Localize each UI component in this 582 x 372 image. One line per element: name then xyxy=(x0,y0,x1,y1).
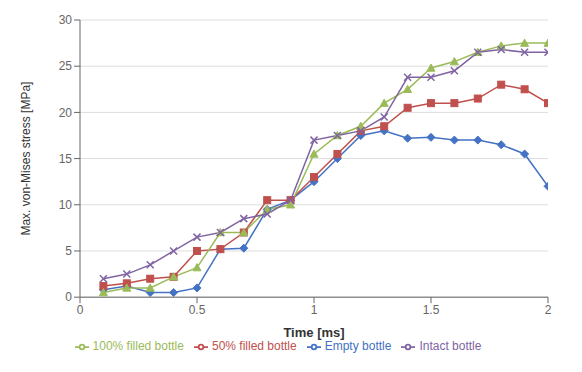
html-text:Intact bottle: Intact bottle xyxy=(419,339,482,354)
svg-text:15: 15 xyxy=(59,152,73,166)
svg-text:Time [ms]: Time [ms] xyxy=(283,325,344,340)
svg-text:0.5: 0.5 xyxy=(189,303,206,317)
svg-text:1: 1 xyxy=(311,303,318,317)
svg-text:1.5: 1.5 xyxy=(423,303,440,317)
svg-text:10: 10 xyxy=(59,198,73,212)
html-text:50% filled bottle: 50% filled bottle xyxy=(212,339,297,354)
svg-text:20: 20 xyxy=(59,106,73,120)
html-text:100% filled bottle: 100% filled bottle xyxy=(92,339,184,354)
svg-text:2: 2 xyxy=(545,303,552,317)
svg-text:30: 30 xyxy=(59,13,73,27)
svg-text:5: 5 xyxy=(65,244,72,258)
svg-text:Max. von-Mises stress [MPa]: Max. von-Mises stress [MPa] xyxy=(19,82,33,236)
svg-text:0: 0 xyxy=(77,303,84,317)
svg-text:25: 25 xyxy=(59,59,73,73)
svg-text:0: 0 xyxy=(65,290,72,304)
html-text:Empty bottle: Empty bottle xyxy=(324,339,392,354)
